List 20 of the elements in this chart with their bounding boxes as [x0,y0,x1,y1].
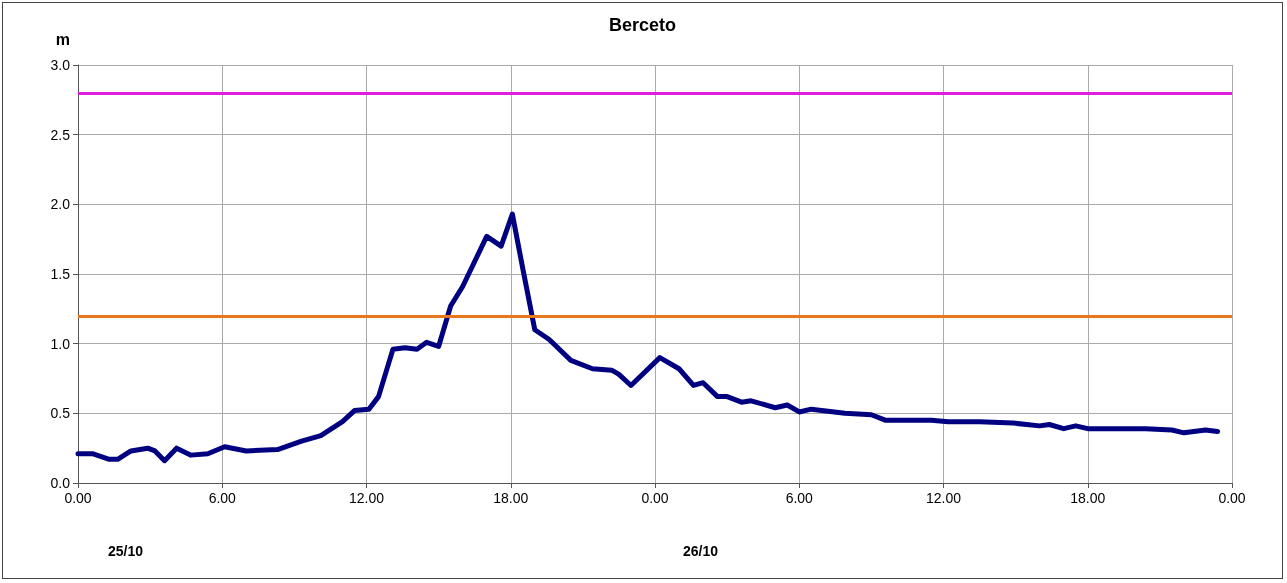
chart-title: Berceto [608,15,677,35]
x-tick-label: 0.00 [641,490,669,506]
x-tick-label: 6.00 [208,490,237,506]
y-tick-label: 1.0 [50,335,71,352]
y-tick-label: 3.0 [50,57,71,73]
y-tick-label: 0.0 [50,475,71,491]
text: 26/10 [683,543,719,559]
x-tick-label: 18.00 [493,490,529,506]
x-tick-label: 0.00 [64,490,92,506]
text: 25/10 [108,543,144,559]
x-tick-label: 12.00 [925,490,962,506]
y-axis-title: m [55,30,70,48]
x-tick-label: 18.00 [1070,490,1106,506]
y-tick-label: 1.5 [50,266,71,282]
y-tick-label: 0.5 [50,405,71,422]
y-tick-label: 2.0 [50,196,71,213]
y-tick-label: 2.5 [50,126,71,143]
x-tick-label: 12.00 [348,490,385,506]
x-tick-label: 0.00 [1218,490,1246,506]
x-tick-label: 6.00 [785,490,814,506]
